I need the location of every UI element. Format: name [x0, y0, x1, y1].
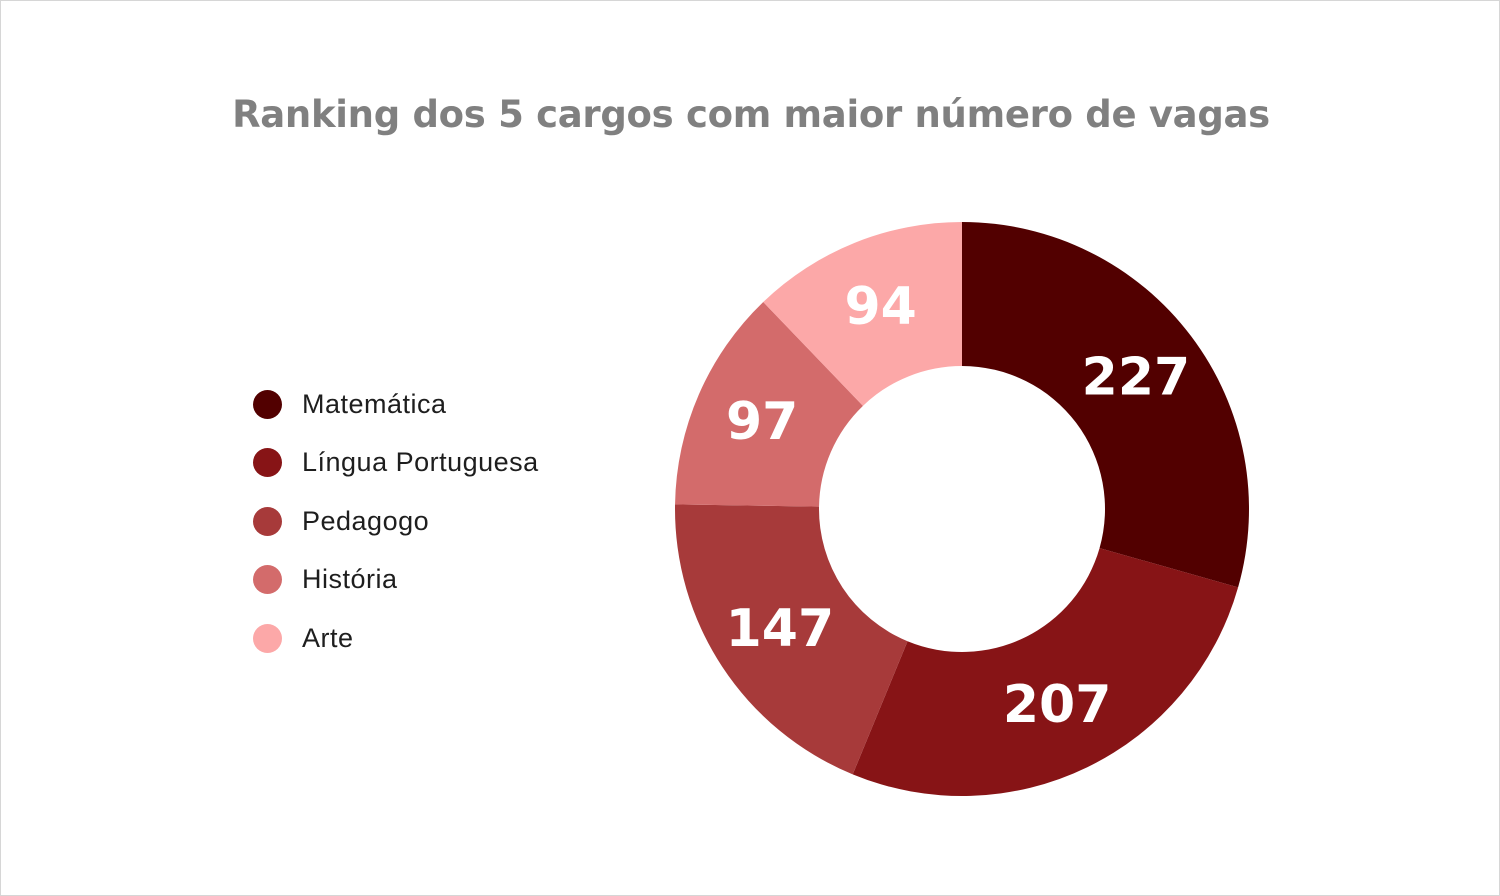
legend-swatch	[253, 623, 282, 653]
legend-swatch	[253, 565, 282, 595]
legend-item: História	[253, 551, 539, 610]
legend-swatch	[253, 389, 282, 419]
legend-item: Pedagogo	[253, 492, 539, 551]
donut-slice	[763, 222, 962, 406]
legend-label: Língua Portuguesa	[302, 447, 539, 478]
slice-value-label: 227	[1082, 348, 1191, 408]
legend-swatch	[253, 506, 282, 536]
slice-value-label: 97	[726, 392, 798, 452]
slice-value-label: 147	[726, 599, 835, 659]
slice-value-label: 207	[1003, 675, 1112, 735]
legend-item: Arte	[253, 609, 539, 668]
donut-slice	[852, 548, 1239, 797]
slice-value-label: 94	[844, 277, 916, 337]
legend-label: Matemática	[302, 388, 447, 419]
donut-slice	[675, 301, 863, 507]
legend-item: Língua Portuguesa	[253, 434, 539, 493]
legend-swatch	[253, 448, 282, 478]
chart-title: Ranking dos 5 cargos com maior número de…	[232, 93, 1270, 136]
legend-item: Matemática	[253, 375, 539, 434]
legend-label: Pedagogo	[302, 505, 430, 536]
donut-slice	[962, 222, 1249, 588]
donut-slice	[675, 504, 908, 775]
legend-label: História	[302, 564, 398, 595]
chart-legend: Matemática Língua Portuguesa Pedagogo Hi…	[253, 375, 539, 668]
legend-label: Arte	[302, 622, 354, 653]
